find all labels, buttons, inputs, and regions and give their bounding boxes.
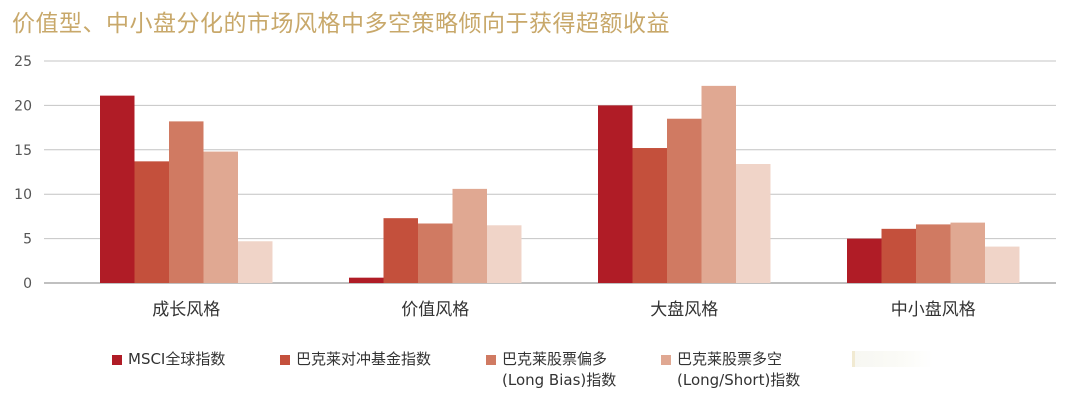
bar-3-series-2 [916, 224, 951, 283]
bar-0-series-3 [203, 151, 238, 283]
legend-label-4-line1: 巴克莱股票多空 [677, 350, 783, 368]
bar-2-series-2 [667, 118, 702, 283]
legend-item-1: MSCI全球指数 [112, 349, 225, 370]
legend-swatch-3 [486, 355, 496, 365]
legend-item-2: 巴克莱对冲基金指数 [280, 349, 431, 370]
y-tick-label-0: 0 [23, 276, 32, 292]
y-tick-label-20: 20 [14, 98, 32, 114]
bar-2-series-3 [701, 85, 736, 283]
bar-3-series-0 [847, 238, 882, 283]
bar-2-series-1 [632, 148, 667, 283]
y-tick-label-25: 25 [14, 54, 32, 70]
x-category-label-2: 大盘风格 [650, 300, 718, 320]
x-category-label-3: 中小盘风格 [891, 300, 976, 320]
bar-3-series-4 [985, 246, 1020, 283]
legend-label-4-line2: (Long/Short)指数 [677, 371, 801, 389]
bar-1-series-0 [349, 277, 384, 283]
bar-0-series-0 [100, 95, 135, 284]
chart-title: 价值型、中小盘分化的市场风格中多空策略倾向于获得超额收益 [12, 11, 670, 37]
y-tick-label-5: 5 [23, 232, 32, 248]
bar-2-series-0 [598, 105, 633, 284]
bar-3-series-3 [950, 222, 985, 283]
legend-item-5-faded [852, 351, 933, 367]
bar-1-series-3 [452, 188, 487, 283]
bar-chart: 0 5 10 15 20 25 成长风格 价值风格 大盘风格 中小盘风格 [14, 54, 1056, 320]
y-tick-label-10: 10 [14, 187, 32, 203]
bar-2-series-4 [736, 164, 771, 283]
y-tick-label-15: 15 [14, 143, 32, 159]
legend-label-3-line2: (Long Bias)指数 [502, 371, 617, 389]
bar-0-series-1 [134, 161, 169, 283]
legend: MSCI全球指数 巴克莱对冲基金指数 巴克莱股票偏多 (Long Bias)指数… [112, 349, 1072, 399]
bar-1-series-1 [383, 218, 418, 283]
bar-3-series-1 [881, 228, 916, 283]
legend-swatch-1 [112, 355, 122, 365]
legend-item-4: 巴克莱股票多空 (Long/Short)指数 [661, 349, 800, 391]
legend-swatch-2 [280, 355, 290, 365]
x-category-label-0: 成长风格 [152, 300, 220, 320]
bar-1-series-4 [487, 225, 522, 283]
bar-0-series-2 [169, 121, 204, 283]
legend-swatch-4 [661, 355, 671, 365]
legend-item-3: 巴克莱股票偏多 (Long Bias)指数 [486, 349, 616, 391]
legend-label-2: 巴克莱对冲基金指数 [296, 350, 432, 368]
legend-label-1: MSCI全球指数 [128, 350, 226, 368]
x-category-label-1: 价值风格 [401, 300, 469, 320]
bar-0-series-4 [238, 241, 273, 283]
bar-1-series-2 [418, 223, 453, 283]
legend-label-3-line1: 巴克莱股票偏多 [502, 350, 608, 368]
